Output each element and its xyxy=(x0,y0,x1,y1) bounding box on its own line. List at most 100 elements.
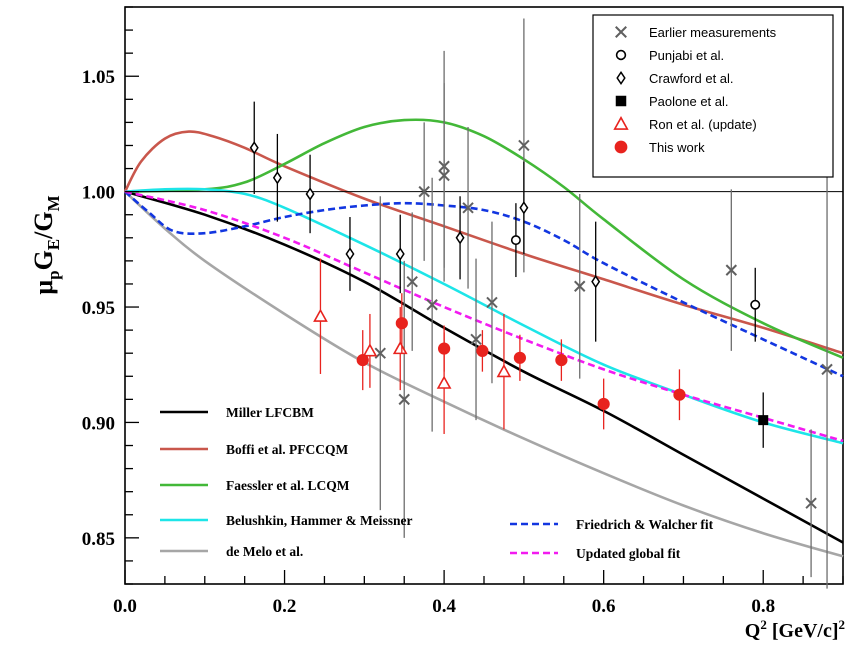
legend-label: Earlier measurements xyxy=(649,25,777,40)
point-marker xyxy=(305,187,315,201)
point-marker-stroke xyxy=(574,280,586,292)
point-marker-stroke xyxy=(470,333,482,346)
y-axis-title: μpGE/GM xyxy=(29,195,63,294)
data-point xyxy=(758,392,769,448)
axes: 0.0 0.2 0.4 0.6 0.8 0.85 0.90 0.95 1.00 1.05 xyxy=(82,6,844,617)
point-marker xyxy=(392,340,408,355)
x-tick-label: 0.2 xyxy=(273,596,297,617)
y-tick-label: 1.00 xyxy=(82,183,115,204)
legend-marker xyxy=(615,26,627,38)
theory-legend-label: Boffi et al. PFCCQM xyxy=(226,442,348,457)
point-marker-stroke xyxy=(398,393,410,406)
theory-legend-label: Belushkin, Hammer & Meissner xyxy=(226,513,413,528)
theory-curve-7 xyxy=(124,190,844,443)
axis-titles: μpGE/GM Q2 [GeV/c]2 xyxy=(29,195,845,642)
x-tick-label: 0.8 xyxy=(751,596,775,617)
point-marker-stroke xyxy=(438,169,450,182)
point-marker xyxy=(418,185,430,198)
legend-marker xyxy=(613,116,629,130)
legend-frame xyxy=(592,14,834,178)
theory-curve-2 xyxy=(123,130,844,355)
point-marker xyxy=(313,308,328,322)
data-point xyxy=(555,339,568,381)
legend-marker xyxy=(615,49,627,61)
point-marker xyxy=(374,347,386,359)
point-marker xyxy=(510,235,521,246)
theory-legend-label: Miller LFCBM xyxy=(226,405,314,420)
data-point xyxy=(345,217,355,291)
data-points xyxy=(249,18,833,589)
point-marker xyxy=(345,247,355,261)
data-point xyxy=(725,189,738,351)
x-tick-label: 0.0 xyxy=(113,596,137,617)
data-point xyxy=(356,330,369,391)
data-point xyxy=(272,133,282,222)
legend-item: Crawford et al. xyxy=(616,70,734,86)
data-point xyxy=(438,83,450,268)
point-marker-stroke xyxy=(374,347,386,359)
legend-item: Earlier measurements xyxy=(615,25,777,40)
data-point xyxy=(597,378,610,430)
theory-legend: Miller LFCBM Boffi et al. PFCCQM Faessler … xyxy=(160,405,714,561)
legend-item: Paolone et al. xyxy=(615,94,729,109)
legend-label: Ron et al. (update) xyxy=(649,117,757,132)
point-marker xyxy=(476,344,489,357)
data-point xyxy=(305,154,315,234)
data-point xyxy=(574,193,586,379)
legend-label: Crawford et al. xyxy=(649,71,734,86)
theory-curve-5 xyxy=(124,190,844,558)
data-point xyxy=(821,150,833,589)
data-point xyxy=(438,325,451,372)
theory-legend-item: Friedrich & Walcher fit xyxy=(510,517,714,532)
theory-curves xyxy=(123,118,844,558)
y-tick-label: 0.85 xyxy=(82,529,115,550)
x-tick-label: 0.4 xyxy=(432,596,456,617)
point-marker xyxy=(406,275,418,288)
y-tick-label: 0.95 xyxy=(82,298,115,319)
point-marker xyxy=(750,299,761,310)
data-point xyxy=(513,334,527,381)
point-marker xyxy=(395,317,408,330)
theory-curve-6 xyxy=(124,190,844,378)
theory-legend-item: Faessler et al. LCQM xyxy=(160,478,350,493)
data-point xyxy=(395,214,405,294)
data-point xyxy=(750,267,761,342)
data-point xyxy=(591,221,601,342)
point-marker-stroke xyxy=(406,275,418,288)
point-marker xyxy=(725,264,738,276)
theory-legend-label: Faessler et al. LCQM xyxy=(226,478,350,493)
legend-label: Paolone et al. xyxy=(649,94,729,109)
point-marker xyxy=(519,201,529,215)
point-marker xyxy=(518,139,530,152)
data-point xyxy=(470,258,482,421)
point-marker xyxy=(673,388,686,401)
data-point xyxy=(455,196,465,280)
theory-legend-item: Miller LFCBM xyxy=(160,405,314,420)
point-marker xyxy=(470,333,482,346)
legend-box: Earlier measurements Punjabi et al. Crawfo… xyxy=(592,14,834,178)
point-marker-stroke xyxy=(486,296,498,309)
x-tick-label: 0.6 xyxy=(592,596,616,617)
point-marker-stroke xyxy=(518,139,530,152)
data-point xyxy=(476,330,489,372)
point-marker xyxy=(486,296,498,309)
point-marker xyxy=(455,231,465,245)
point-marker xyxy=(438,342,451,355)
theory-legend-label: Updated global fit xyxy=(576,546,681,561)
point-marker-stroke xyxy=(462,202,474,214)
point-marker xyxy=(597,397,610,411)
point-marker xyxy=(362,343,378,357)
x-axis-title: Q2 [GeV/c]2 xyxy=(745,617,845,642)
legend-item: Ron et al. (update) xyxy=(613,116,757,132)
data-point xyxy=(805,429,817,578)
data-point xyxy=(486,221,498,384)
theory-legend-item: Belushkin, Hammer & Meissner xyxy=(160,513,413,528)
data-point xyxy=(313,258,328,374)
theory-curve-4 xyxy=(124,187,844,445)
y-tick-label: 1.05 xyxy=(82,67,115,88)
point-marker-stroke xyxy=(805,497,817,509)
data-point xyxy=(462,127,474,289)
point-marker xyxy=(462,202,474,214)
point-marker xyxy=(821,363,833,376)
